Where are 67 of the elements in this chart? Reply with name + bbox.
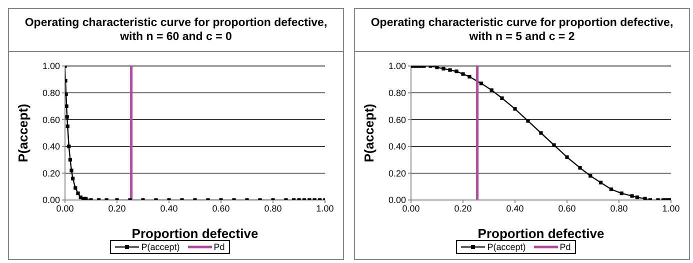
point <box>643 196 647 200</box>
point <box>442 66 446 70</box>
x-tick-label: 0.80 <box>610 203 628 214</box>
y-tick-label: 0.80 <box>388 88 406 98</box>
y-tick-label: 0.40 <box>42 142 60 152</box>
y-tick-label: 0.60 <box>42 114 60 125</box>
point <box>609 187 613 192</box>
point <box>500 96 504 100</box>
point <box>599 180 603 184</box>
point <box>70 168 74 172</box>
point <box>479 82 483 86</box>
x-tick-label: 1.00 <box>662 203 680 214</box>
x-tick-label: 0.00 <box>402 203 420 214</box>
point <box>435 66 439 70</box>
y-tick-label: 0.60 <box>388 114 406 125</box>
y-tick-label: 0.40 <box>388 142 406 152</box>
point <box>468 74 472 79</box>
point <box>565 155 569 159</box>
point <box>65 92 68 96</box>
point <box>490 88 494 92</box>
point <box>66 124 70 128</box>
point <box>448 68 452 72</box>
point <box>539 131 543 135</box>
point <box>454 70 458 74</box>
x-tick-label: 1.00 <box>316 203 334 214</box>
y-tick-label: 0.20 <box>388 168 406 178</box>
point <box>65 104 68 108</box>
y-tick-label: 1.00 <box>42 61 60 72</box>
y-tick-label: 0.00 <box>42 195 60 206</box>
point <box>67 144 71 148</box>
x-tick-label: 0.00 <box>56 203 74 214</box>
y-tick-label: 1.00 <box>388 61 406 72</box>
x-tick-label: 0.40 <box>160 203 178 214</box>
point <box>578 166 582 170</box>
point <box>513 107 517 111</box>
y-axis-title: P(accept) <box>16 104 31 162</box>
point <box>68 158 72 162</box>
chart-title: Operating characteristic curve for proportion defective, with n = 60 and c = 0 <box>9 9 343 52</box>
point <box>552 143 556 147</box>
y-tick-label: 0.80 <box>42 88 60 98</box>
legend-label: Pd <box>558 242 571 252</box>
legend-label: Pd <box>212 242 225 252</box>
x-tick-label: 0.80 <box>264 203 282 214</box>
chart-title: Operating characteristic curve for proportion defective, with n = 5 and c = 2 <box>355 9 689 52</box>
legend-label: P(accept) <box>140 242 180 252</box>
y-tick-label: 0.00 <box>388 195 406 206</box>
point <box>635 196 639 200</box>
point <box>620 192 624 196</box>
x-tick-label: 0.40 <box>506 203 524 214</box>
x-tick-label: 0.60 <box>212 203 230 214</box>
y-tick-label: 0.20 <box>42 168 60 178</box>
y-axis-title: P(accept) <box>362 104 377 162</box>
x-axis-title: Proportion defective <box>132 226 258 241</box>
x-tick-label: 0.60 <box>558 203 576 214</box>
point <box>588 174 592 178</box>
point <box>65 115 69 119</box>
point <box>461 72 465 76</box>
legend-label: P(accept) <box>486 242 526 252</box>
x-tick-label: 0.20 <box>454 203 472 214</box>
point <box>630 194 634 198</box>
point <box>76 192 80 196</box>
x-axis-title: Proportion defective <box>478 226 604 241</box>
point <box>84 196 88 200</box>
point <box>71 176 75 180</box>
point <box>526 119 530 123</box>
point <box>74 186 78 190</box>
x-tick-label: 0.20 <box>108 203 126 214</box>
